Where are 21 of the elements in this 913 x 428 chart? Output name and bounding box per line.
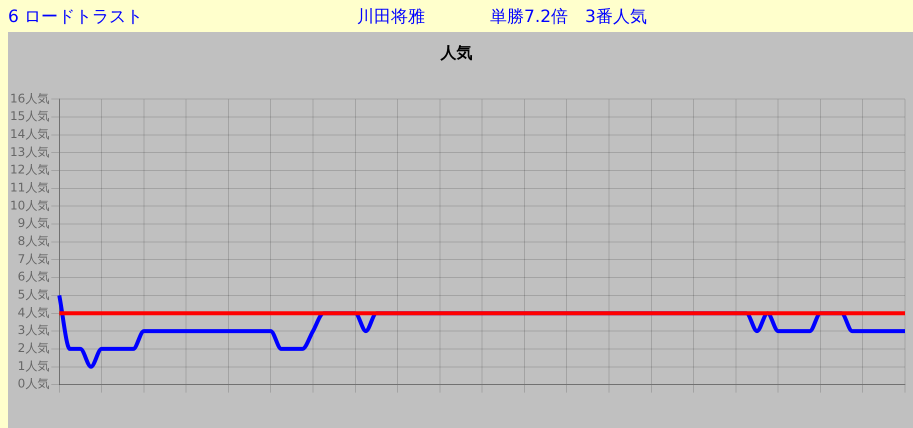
y-tick-label: 13人気 bbox=[10, 144, 50, 159]
y-tick-label: 5人気 bbox=[18, 288, 50, 302]
text: 単勝7.2倍 3番人気 bbox=[490, 6, 647, 28]
y-tick-label: 14人気 bbox=[10, 127, 50, 141]
y-tick-label: 15人気 bbox=[10, 109, 50, 124]
chart-title: 人気 bbox=[440, 42, 472, 62]
text: 川田将雅 bbox=[357, 6, 425, 28]
y-tick-label: 2人気 bbox=[18, 341, 50, 356]
y-tick-label: 10人気 bbox=[10, 198, 50, 212]
y-tick-label: 8人気 bbox=[18, 234, 50, 248]
y-tick-label: 6人気 bbox=[18, 270, 50, 284]
text: 6 ロードトラスト bbox=[8, 6, 144, 28]
y-tick-label: 1人気 bbox=[18, 358, 50, 373]
y-tick-label: 4人気 bbox=[18, 305, 50, 320]
y-tick-label: 16人気 bbox=[10, 91, 50, 106]
y-tick-label: 3人気 bbox=[18, 323, 50, 338]
y-tick-label: 0人気 bbox=[18, 376, 50, 391]
y-tick-label: 12人気 bbox=[10, 162, 50, 177]
y-tick-label: 11人気 bbox=[10, 180, 50, 195]
y-tick-label: 9人気 bbox=[18, 216, 50, 230]
y-tick-label: 7人気 bbox=[18, 252, 50, 266]
